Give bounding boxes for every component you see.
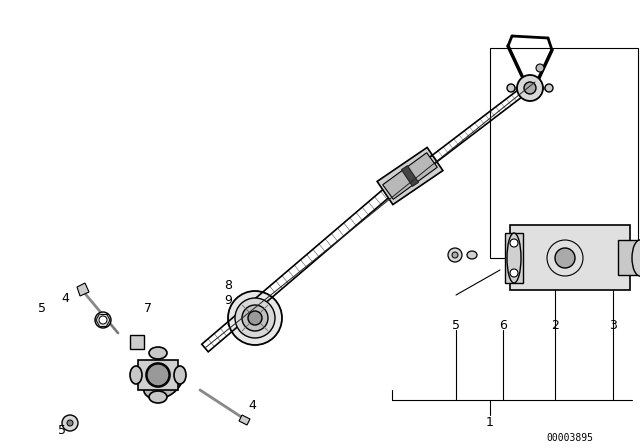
Text: 3: 3 <box>609 319 617 332</box>
Ellipse shape <box>467 251 477 259</box>
Circle shape <box>62 415 78 431</box>
Text: 8: 8 <box>224 279 232 292</box>
Text: 1: 1 <box>486 415 494 428</box>
Ellipse shape <box>130 366 142 384</box>
Circle shape <box>510 239 518 247</box>
Bar <box>490 48 638 258</box>
Circle shape <box>536 64 544 72</box>
Circle shape <box>147 364 169 386</box>
Text: 4: 4 <box>248 399 256 412</box>
Polygon shape <box>401 166 419 186</box>
Polygon shape <box>377 147 443 205</box>
Bar <box>510 225 630 290</box>
Circle shape <box>510 269 518 277</box>
Circle shape <box>517 75 543 101</box>
Circle shape <box>99 316 107 324</box>
Text: 5: 5 <box>452 319 460 332</box>
Text: 2: 2 <box>551 319 559 332</box>
Ellipse shape <box>632 240 640 276</box>
Circle shape <box>146 363 170 387</box>
Ellipse shape <box>507 233 521 283</box>
Polygon shape <box>239 415 250 425</box>
Circle shape <box>448 248 462 262</box>
Circle shape <box>507 84 515 92</box>
Text: 5: 5 <box>58 423 66 436</box>
Ellipse shape <box>174 366 186 384</box>
Text: 9: 9 <box>224 293 232 306</box>
Polygon shape <box>77 283 89 296</box>
Circle shape <box>152 369 164 381</box>
Bar <box>505 233 523 283</box>
Circle shape <box>228 291 282 345</box>
Circle shape <box>524 82 536 94</box>
Text: 6: 6 <box>499 319 507 332</box>
Text: 7: 7 <box>144 302 152 314</box>
Circle shape <box>452 252 458 258</box>
Circle shape <box>545 84 553 92</box>
Bar <box>130 335 144 349</box>
Circle shape <box>242 305 268 331</box>
Polygon shape <box>138 360 178 390</box>
Text: 5: 5 <box>38 302 46 314</box>
Ellipse shape <box>143 367 182 399</box>
Ellipse shape <box>149 391 167 403</box>
Bar <box>618 240 640 275</box>
Text: 4: 4 <box>61 292 69 305</box>
Ellipse shape <box>149 347 167 359</box>
Circle shape <box>67 420 73 426</box>
Polygon shape <box>383 153 437 199</box>
Circle shape <box>248 311 262 325</box>
Circle shape <box>95 312 111 328</box>
Text: 00003895: 00003895 <box>547 433 593 443</box>
Circle shape <box>235 298 275 338</box>
Circle shape <box>555 248 575 268</box>
